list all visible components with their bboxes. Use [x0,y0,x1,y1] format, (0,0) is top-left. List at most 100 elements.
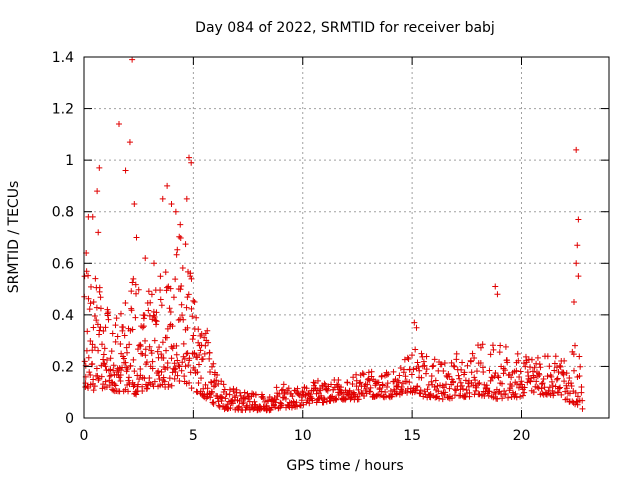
data-point [220,381,227,388]
data-point [303,385,310,392]
data-point [578,384,585,391]
data-point [475,380,482,387]
data-point [131,200,138,207]
data-point [172,276,179,283]
data-point [204,327,211,334]
data-point [285,385,292,392]
data-point [527,364,534,371]
data-point [294,385,301,392]
data-point [410,366,417,373]
data-point [466,389,473,396]
data-point [107,355,114,362]
data-point [102,378,109,385]
x-tick-label: 10 [294,428,312,444]
data-point [313,399,320,406]
data-point [502,390,509,397]
data-point [432,377,439,384]
data-point [313,390,320,397]
grid-lines [84,57,609,418]
data-point [125,377,132,384]
data-point [190,297,197,304]
data-point [149,358,156,365]
data-point [85,272,92,279]
data-point [294,403,301,410]
data-point [414,359,421,366]
data-point [441,384,448,391]
data-point [144,382,151,389]
data-point [539,390,546,397]
data-point [424,386,431,393]
data-point [181,373,188,380]
data-point [83,347,90,354]
data-point [108,348,115,355]
data-point [261,398,268,405]
data-point [229,400,236,407]
data-point [490,346,497,353]
data-point [107,372,114,379]
data-point [540,376,547,383]
data-point [250,406,257,413]
data-point [384,380,391,387]
data-point [139,350,146,357]
data-point [99,341,106,348]
data-point [135,381,142,388]
data-point [573,398,580,405]
data-point [544,373,551,380]
data-point [446,385,453,392]
data-point [321,380,328,387]
data-point [395,379,402,386]
data-point [558,391,565,398]
data-point [406,379,413,386]
data-point [151,378,158,385]
data-point [129,279,136,286]
data-point [418,374,425,381]
data-point [538,385,545,392]
data-point [85,384,92,391]
data-point [456,375,463,382]
data-point [176,377,183,384]
data-point [476,380,483,387]
data-point [116,121,122,128]
y-tick-label: 1 [65,153,74,169]
data-point [242,395,249,402]
data-point [457,379,464,386]
data-point [290,398,297,405]
data-point [142,337,149,344]
data-point [570,351,577,358]
data-point [535,385,542,392]
data-point [196,351,203,358]
data-point [136,342,143,349]
data-point [521,389,528,396]
data-point [156,376,163,383]
data-point [113,315,120,322]
data-point [104,310,111,317]
data-point [450,378,457,385]
data-point [577,363,584,370]
data-point [143,359,150,366]
data-point [441,360,448,367]
data-point [451,363,458,370]
data-point [83,268,90,275]
data-point [177,286,184,293]
data-point [563,385,570,392]
data-point [182,363,189,370]
data-points [81,56,586,414]
data-point [112,338,119,345]
data-point [546,384,553,391]
data-point [155,368,162,375]
data-point [179,312,186,319]
data-point [118,367,125,374]
data-point [448,395,455,402]
y-axis-label: SRMTID / TECUs [6,181,22,294]
data-point [177,234,184,241]
data-point [332,395,339,402]
data-point [89,213,96,220]
data-point [166,375,173,382]
data-point [173,342,180,349]
data-point [415,363,422,370]
data-point [412,346,419,353]
data-point [168,200,175,207]
data-point [219,394,226,401]
data-point [471,374,478,381]
data-point [195,326,202,333]
